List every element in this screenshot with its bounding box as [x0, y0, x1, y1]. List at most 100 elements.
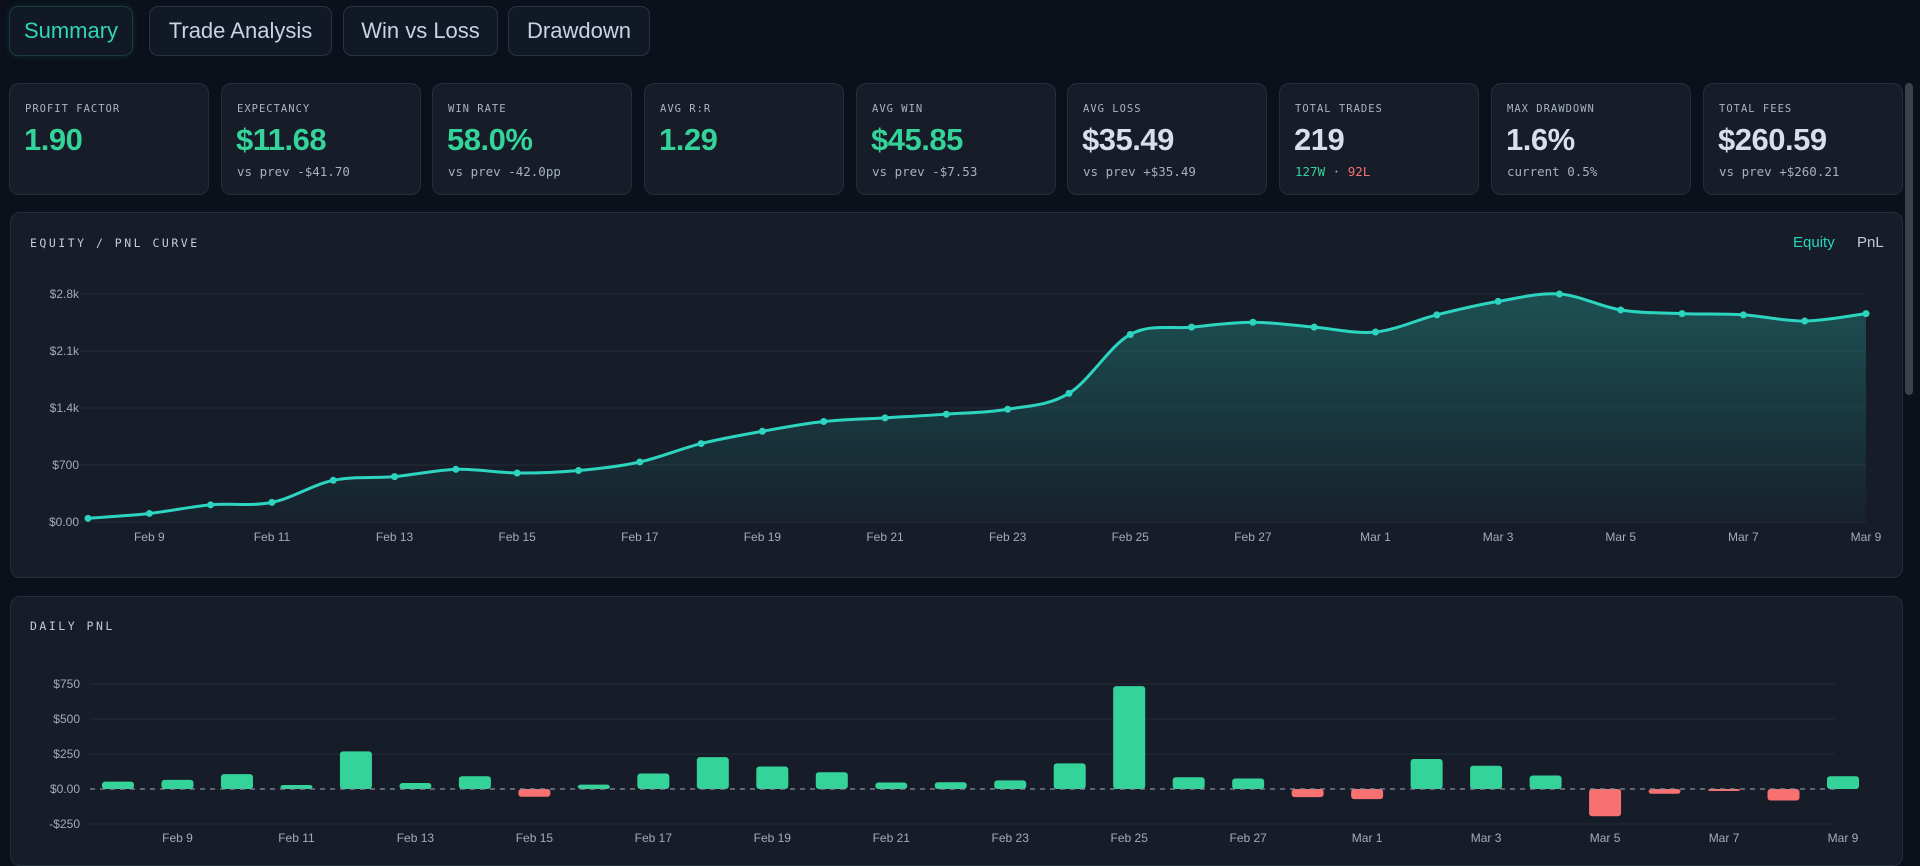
equity-point — [329, 476, 337, 484]
card-value: $260.59 — [1718, 122, 1827, 157]
equity-point — [452, 465, 460, 473]
pnl-bar — [696, 757, 729, 789]
pnl-bar — [339, 751, 372, 789]
equity-point — [1310, 323, 1318, 331]
equity-point — [820, 418, 828, 426]
x-tick-label: Mar 1 — [1360, 530, 1391, 544]
equity-point — [84, 514, 92, 522]
pnl-bar — [577, 784, 610, 789]
card-value: 1.6% — [1506, 122, 1575, 157]
pnl-bar — [1232, 778, 1265, 789]
card-label: AVG LOSS — [1083, 103, 1142, 115]
toggle-pnl[interactable]: PnL — [1857, 234, 1884, 251]
stat-card-avg-loss: AVG LOSS $35.49 vs prev +$35.49 — [1067, 83, 1267, 195]
pnl-bar — [1470, 765, 1503, 789]
card-value: 219 — [1294, 122, 1345, 157]
equity-point — [574, 467, 582, 475]
equity-point — [1862, 310, 1870, 318]
card-label: TOTAL FEES — [1719, 103, 1793, 115]
separator: · — [1325, 164, 1348, 179]
pnl-bar — [1053, 763, 1086, 789]
equity-point — [207, 501, 215, 509]
pnl-bar — [1589, 789, 1622, 817]
card-value: 58.0% — [447, 122, 533, 157]
pnl-bar — [280, 784, 313, 789]
card-sub: vs prev +$260.21 — [1719, 164, 1840, 179]
equity-chart: $0.00 $700 $1.4k $2.1k $2.8k Feb 9 Feb 11 Feb 1… — [49, 287, 1882, 544]
tab-win-vs-loss[interactable]: Win vs Loss — [343, 6, 498, 56]
card-sub: vs prev +$35.49 — [1083, 164, 1196, 179]
x-tick-label: Feb 9 — [162, 831, 193, 845]
card-value: $45.85 — [871, 122, 963, 157]
equity-point — [942, 410, 950, 418]
equity-point — [1433, 311, 1441, 319]
equity-point — [697, 440, 705, 448]
y-tick-label: $0.00 — [50, 782, 80, 796]
pnl-bar — [399, 782, 432, 789]
x-tick-label: Feb 11 — [254, 530, 291, 544]
x-tick-label: Feb 17 — [635, 831, 673, 845]
y-tick-label: $2.8k — [50, 287, 80, 301]
pnl-bar — [1529, 775, 1562, 789]
card-label: PROFIT FACTOR — [25, 103, 121, 115]
pnl-bar — [1172, 777, 1205, 789]
y-tick-label: $750 — [53, 677, 80, 691]
card-value: 1.90 — [24, 122, 83, 157]
card-sub: 127W · 92L — [1295, 164, 1370, 179]
x-tick-label: Mar 9 — [1851, 530, 1882, 544]
equity-point — [1678, 310, 1686, 318]
pnl-bar — [756, 766, 789, 789]
x-tick-label: Feb 27 — [1234, 530, 1272, 544]
pnl-bar — [220, 774, 253, 789]
x-tick-label: Mar 7 — [1709, 831, 1740, 845]
x-tick-label: Feb 21 — [866, 530, 904, 544]
card-label: WIN RATE — [448, 103, 507, 115]
equity-panel-title: EQUITY / PNL CURVE — [30, 236, 200, 250]
equity-point — [1065, 389, 1073, 397]
tab-drawdown[interactable]: Drawdown — [508, 6, 650, 56]
x-tick-label: Feb 23 — [992, 831, 1030, 845]
pnl-bar — [875, 782, 908, 789]
stat-card-avg-r-r: AVG R:R 1.29 — [644, 83, 844, 195]
tab-summary[interactable]: Summary — [9, 6, 133, 56]
card-sub: current 0.5% — [1507, 164, 1598, 179]
toggle-equity[interactable]: Equity — [1793, 234, 1835, 251]
x-tick-label: Feb 19 — [744, 530, 782, 544]
stat-card-total-fees: TOTAL FEES $260.59 vs prev +$260.21 — [1703, 83, 1903, 195]
tab-trade-analysis[interactable]: Trade Analysis — [149, 6, 332, 56]
x-tick-label: Feb 13 — [397, 831, 435, 845]
pnl-bar — [161, 779, 194, 789]
pnl-bar — [1648, 789, 1681, 794]
equity-point — [1249, 318, 1257, 326]
scrollbar-thumb[interactable] — [1905, 83, 1913, 395]
wins-count: 127W — [1295, 164, 1326, 179]
pnl-bar — [1827, 776, 1859, 789]
equity-point — [1188, 323, 1196, 331]
equity-point — [636, 458, 644, 466]
pnl-bar — [102, 781, 134, 789]
card-value: $11.68 — [236, 122, 327, 157]
x-tick-label: Mar 1 — [1352, 831, 1383, 845]
card-value: 1.29 — [659, 122, 718, 157]
pnl-bar — [1767, 789, 1800, 801]
pnl-bar — [518, 789, 551, 797]
card-label: EXPECTANCY — [237, 103, 311, 115]
stat-card-win-rate: WIN RATE 58.0% vs prev -42.0pp — [432, 83, 632, 195]
x-tick-label: Feb 21 — [873, 831, 911, 845]
x-tick-label: Mar 5 — [1605, 530, 1636, 544]
pnl-bar — [815, 772, 848, 789]
y-tick-label: $500 — [53, 712, 80, 726]
y-tick-label: $2.1k — [50, 344, 80, 358]
x-tick-label: Mar 9 — [1828, 831, 1859, 845]
x-tick-label: Feb 13 — [376, 530, 414, 544]
equity-point — [268, 498, 276, 506]
x-tick-label: Feb 25 — [1111, 831, 1149, 845]
stat-card-total-trades: TOTAL TRADES 219 127W · 92L — [1279, 83, 1479, 195]
pnl-bar — [994, 780, 1027, 789]
equity-point — [1555, 290, 1563, 298]
x-tick-label: Feb 15 — [516, 831, 554, 845]
stat-card-avg-win: AVG WIN $45.85 vs prev -$7.53 — [856, 83, 1056, 195]
pnl-bar — [1291, 789, 1324, 798]
card-label: MAX DRAWDOWN — [1507, 103, 1595, 115]
